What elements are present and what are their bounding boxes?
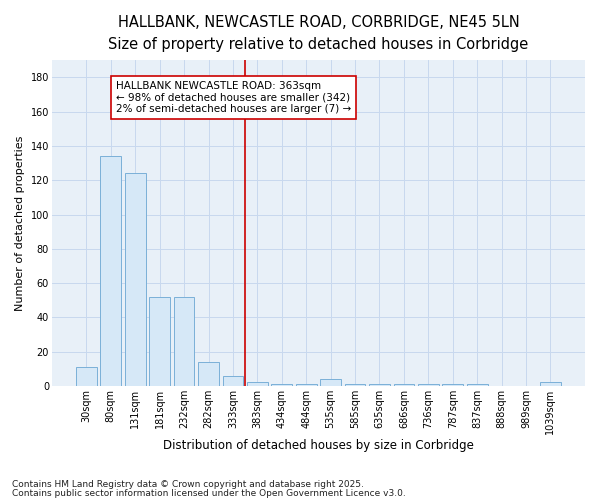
Bar: [76, 367, 97, 386]
Bar: [540, 382, 561, 386]
Bar: [174, 297, 194, 386]
Bar: [149, 297, 170, 386]
Bar: [271, 384, 292, 386]
Text: HALLBANK NEWCASTLE ROAD: 363sqm
← 98% of detached houses are smaller (342)
2% of: HALLBANK NEWCASTLE ROAD: 363sqm ← 98% of…: [116, 81, 351, 114]
Bar: [320, 379, 341, 386]
Bar: [247, 382, 268, 386]
Text: Contains HM Land Registry data © Crown copyright and database right 2025.: Contains HM Land Registry data © Crown c…: [12, 480, 364, 489]
Bar: [369, 384, 390, 386]
Bar: [223, 376, 244, 386]
X-axis label: Distribution of detached houses by size in Corbridge: Distribution of detached houses by size …: [163, 440, 474, 452]
Text: Contains public sector information licensed under the Open Government Licence v3: Contains public sector information licen…: [12, 489, 406, 498]
Bar: [296, 384, 317, 386]
Bar: [467, 384, 488, 386]
Bar: [418, 384, 439, 386]
Title: HALLBANK, NEWCASTLE ROAD, CORBRIDGE, NE45 5LN
Size of property relative to detac: HALLBANK, NEWCASTLE ROAD, CORBRIDGE, NE4…: [108, 15, 529, 52]
Bar: [344, 384, 365, 386]
Bar: [125, 174, 146, 386]
Bar: [394, 384, 414, 386]
Y-axis label: Number of detached properties: Number of detached properties: [15, 136, 25, 311]
Bar: [198, 362, 219, 386]
Bar: [442, 384, 463, 386]
Bar: [100, 156, 121, 386]
